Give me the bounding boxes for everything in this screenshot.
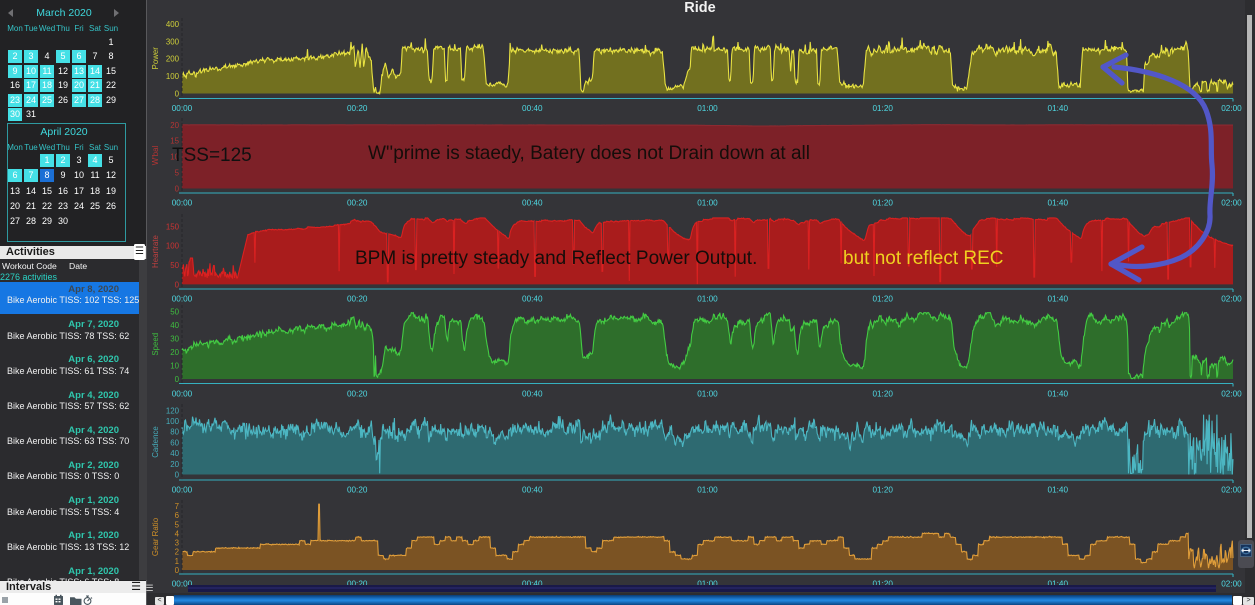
svg-text:Speed: Speed [151, 333, 160, 356]
svg-text:00:00: 00:00 [172, 104, 193, 113]
svg-text:01:40: 01:40 [1048, 486, 1069, 495]
svg-text:20: 20 [170, 121, 179, 130]
svg-text:15: 15 [170, 137, 179, 146]
svg-text:00:00: 00:00 [172, 580, 193, 589]
svg-text:01:40: 01:40 [1048, 580, 1069, 589]
svg-text:1: 1 [175, 557, 179, 566]
svg-text:Power: Power [151, 47, 160, 70]
svg-text:5: 5 [175, 169, 180, 178]
svg-text:0: 0 [175, 185, 180, 194]
svg-text:00:40: 00:40 [522, 104, 543, 113]
svg-text:5: 5 [175, 520, 180, 529]
svg-text:00:40: 00:40 [522, 199, 543, 208]
svg-text:00:00: 00:00 [172, 295, 193, 304]
svg-text:40: 40 [170, 321, 179, 330]
svg-text:60: 60 [170, 438, 179, 447]
svg-text:0: 0 [175, 375, 180, 384]
svg-text:00:20: 00:20 [347, 104, 368, 113]
svg-text:00:20: 00:20 [347, 580, 368, 589]
svg-text:100: 100 [166, 417, 180, 426]
svg-text:0: 0 [175, 566, 180, 575]
svg-text:02:00: 02:00 [1221, 104, 1242, 113]
svg-text:01:00: 01:00 [697, 104, 718, 113]
svg-text:01:20: 01:20 [872, 486, 893, 495]
svg-text:10: 10 [170, 362, 179, 371]
svg-text:02:00: 02:00 [1221, 486, 1242, 495]
svg-text:00:00: 00:00 [172, 390, 193, 399]
svg-text:00:20: 00:20 [347, 199, 368, 208]
svg-text:01:20: 01:20 [872, 390, 893, 399]
svg-text:3: 3 [175, 539, 180, 548]
svg-text:50: 50 [170, 261, 179, 270]
svg-text:W'bal: W'bal [151, 146, 160, 166]
svg-text:400: 400 [166, 20, 180, 29]
svg-text:02:00: 02:00 [1221, 390, 1242, 399]
svg-text:0: 0 [175, 90, 180, 99]
svg-text:Cadence: Cadence [151, 426, 160, 458]
svg-text:00:40: 00:40 [522, 390, 543, 399]
svg-text:W''prime is staedy, Batery doe: W''prime is staedy, Batery does not Drai… [368, 143, 810, 164]
svg-text:01:00: 01:00 [697, 199, 718, 208]
svg-text:120: 120 [166, 406, 180, 415]
svg-text:80: 80 [170, 428, 179, 437]
svg-text:01:00: 01:00 [697, 580, 718, 589]
svg-text:00:20: 00:20 [347, 295, 368, 304]
svg-text:30: 30 [170, 334, 179, 343]
svg-text:01:40: 01:40 [1048, 104, 1069, 113]
svg-text:00:40: 00:40 [522, 295, 543, 304]
svg-text:300: 300 [166, 37, 180, 46]
svg-text:10: 10 [170, 153, 179, 162]
svg-text:0: 0 [175, 471, 180, 480]
svg-text:01:40: 01:40 [1048, 295, 1069, 304]
svg-text:01:00: 01:00 [697, 486, 718, 495]
svg-text:200: 200 [166, 55, 180, 64]
svg-text:00:00: 00:00 [172, 486, 193, 495]
svg-text:Ride: Ride [684, 0, 715, 16]
svg-text:40: 40 [170, 449, 179, 458]
svg-text:00:40: 00:40 [522, 486, 543, 495]
svg-text:01:00: 01:00 [697, 390, 718, 399]
svg-text:01:40: 01:40 [1048, 199, 1069, 208]
svg-text:00:00: 00:00 [172, 199, 193, 208]
svg-text:00:20: 00:20 [347, 486, 368, 495]
svg-text:BPM is pretty steady and Refle: BPM is pretty steady and Reflect Power O… [355, 248, 757, 269]
svg-text:7: 7 [175, 502, 179, 511]
svg-text:00:20: 00:20 [347, 390, 368, 399]
svg-text:TSS=125: TSS=125 [172, 145, 252, 166]
svg-text:02:00: 02:00 [1221, 580, 1242, 589]
svg-text:00:40: 00:40 [522, 580, 543, 589]
svg-text:Heartrate: Heartrate [151, 234, 160, 268]
svg-text:02:00: 02:00 [1221, 295, 1242, 304]
svg-text:150: 150 [166, 222, 180, 231]
svg-text:01:40: 01:40 [1048, 390, 1069, 399]
svg-text:but not reflect REC: but not reflect REC [843, 248, 1004, 269]
svg-text:01:20: 01:20 [872, 295, 893, 304]
svg-text:6: 6 [175, 511, 180, 520]
svg-text:01:00: 01:00 [697, 295, 718, 304]
svg-text:100: 100 [166, 72, 180, 81]
svg-text:20: 20 [170, 348, 179, 357]
svg-text:20: 20 [170, 460, 179, 469]
svg-text:4: 4 [175, 529, 180, 538]
svg-text:01:20: 01:20 [872, 104, 893, 113]
svg-text:01:20: 01:20 [872, 199, 893, 208]
svg-text:Gear Ratio: Gear Ratio [151, 517, 160, 556]
svg-text:2: 2 [175, 548, 179, 557]
svg-text:50: 50 [170, 307, 179, 316]
svg-text:02:00: 02:00 [1221, 199, 1242, 208]
svg-text:100: 100 [166, 242, 180, 251]
svg-text:0: 0 [175, 280, 180, 289]
svg-text:01:20: 01:20 [872, 580, 893, 589]
